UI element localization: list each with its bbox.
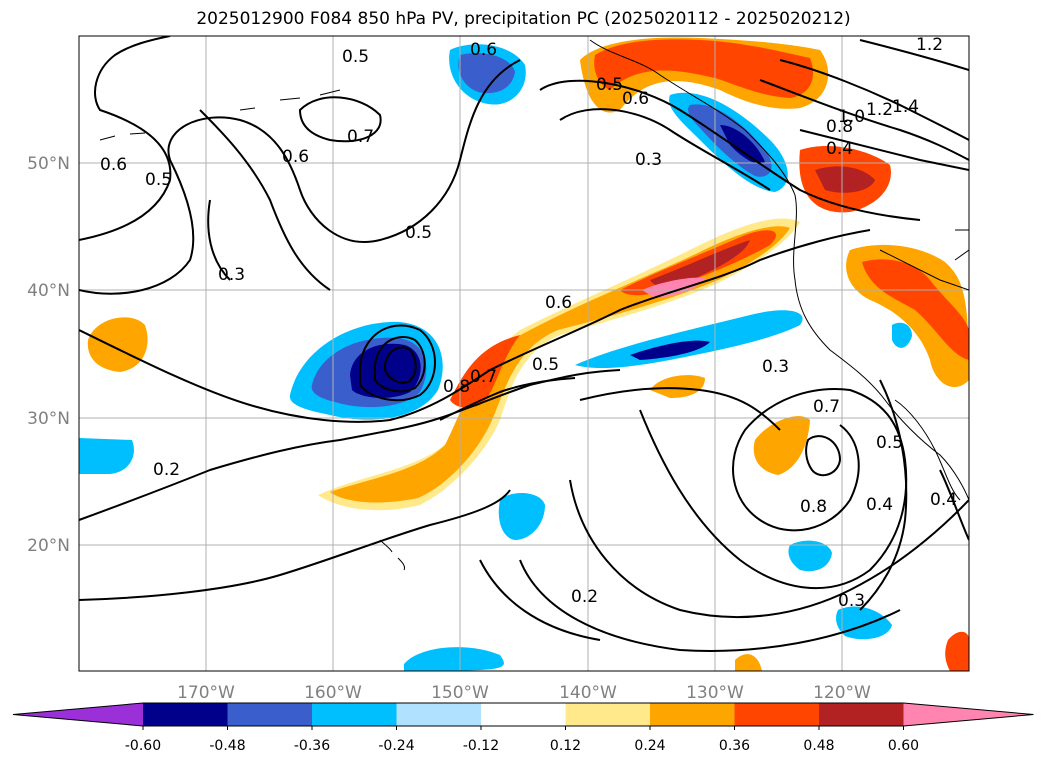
positive-anomaly — [450, 335, 520, 408]
shaded-fields — [79, 37, 969, 671]
colorbar: -0.60 -0.48 -0.36 -0.24 -0.12 0.12 0.24 0.36 0.4… — [12, 702, 1034, 754]
contour-label: 0.5 — [405, 223, 432, 243]
positive-anomaly — [945, 631, 969, 671]
contour-label: 1.2 — [916, 35, 943, 55]
contour-label: 0.5 — [342, 47, 369, 67]
colorbar-segment — [819, 703, 904, 726]
colorbar-extend-high — [903, 703, 1034, 726]
colorbar-tick-label: 0.12 — [550, 738, 581, 754]
contour-label: 0.5 — [876, 433, 903, 453]
map-area: 0.6 0.5 0.6 0.7 0.6 0.5 0.3 0.5 0.3 1.2 … — [79, 35, 969, 671]
colorbar-segment — [227, 703, 313, 726]
negative-anomaly — [575, 310, 803, 369]
lat-axis: 50°N 40°N 30°N 20°N — [27, 154, 70, 556]
contour-label: 0.3 — [762, 357, 789, 377]
contour-labels: 0.6 0.5 0.6 0.7 0.6 0.5 0.3 0.5 0.3 1.2 … — [100, 35, 957, 611]
lon-tick-label: 170°W — [177, 683, 235, 703]
colorbar-segment — [481, 703, 566, 726]
colorbar-segment — [396, 703, 482, 726]
positive-anomaly — [642, 277, 705, 298]
contour-label: 1.2 — [866, 100, 893, 120]
lat-tick-label: 20°N — [27, 536, 70, 556]
negative-anomaly — [404, 647, 504, 671]
colorbar-tick-label: -0.60 — [125, 738, 161, 754]
contour-label: 0.7 — [470, 367, 497, 387]
positive-anomaly — [735, 654, 762, 671]
colorbar-tick-label: -0.12 — [463, 738, 499, 754]
negative-anomaly — [498, 493, 545, 540]
positive-anomaly — [87, 317, 148, 372]
contour-label: 0.5 — [596, 75, 623, 95]
contour-label: 0.6 — [100, 155, 127, 175]
lon-tick-label: 160°W — [304, 683, 362, 703]
contour-label: 0.8 — [800, 497, 827, 517]
colorbar-tick-label: 0.24 — [634, 738, 665, 754]
colorbar-segment — [143, 703, 228, 726]
negative-anomaly — [720, 125, 765, 164]
colorbar-segment — [734, 703, 820, 726]
contour-label: 0.4 — [930, 490, 957, 510]
negative-anomaly — [892, 322, 912, 348]
colorbar-segment — [565, 703, 651, 726]
lon-tick-label: 140°W — [559, 683, 617, 703]
colorbar-tick-label: -0.48 — [209, 738, 245, 754]
negative-anomaly — [458, 53, 515, 94]
lon-tick-label: 120°W — [813, 683, 871, 703]
colorbar-segment — [312, 703, 397, 726]
colorbar-segment — [650, 703, 735, 726]
graticule — [79, 36, 969, 671]
map-title: 2025012900 F084 850 hPa PV, precipitatio… — [196, 9, 851, 29]
contour-label: 0.6 — [622, 89, 649, 109]
contour-label: 0.8 — [826, 117, 853, 137]
positive-anomaly — [650, 240, 750, 288]
colorbar-tick-label: 0.60 — [888, 738, 919, 754]
contour-label: 1.4 — [892, 97, 919, 117]
positive-anomaly — [862, 259, 969, 360]
positive-anomaly — [594, 39, 814, 98]
contour-label: 0.3 — [838, 591, 865, 611]
colorbar-extend-low — [13, 703, 143, 726]
contour-label: 0.6 — [470, 40, 497, 60]
contour-label: 0.3 — [635, 150, 662, 170]
lon-tick-label: 150°W — [431, 683, 489, 703]
contour-label: 0.3 — [218, 265, 245, 285]
contour-label: 0.5 — [145, 170, 172, 190]
contour-label: 0.7 — [347, 127, 374, 147]
colorbar-tick-label: 0.36 — [719, 738, 750, 754]
contour-label: 0.7 — [813, 397, 840, 417]
colorbar-tick-label: -0.24 — [378, 738, 414, 754]
contour-label: 0.2 — [153, 460, 180, 480]
lon-axis: 170°W 160°W 150°W 140°W 130°W 120°W — [177, 683, 871, 703]
map-frame — [78, 35, 970, 672]
positive-anomaly — [330, 226, 790, 503]
contour-label: 0.8 — [443, 377, 470, 397]
pv-contours — [79, 36, 969, 652]
contour-label: 0.5 — [532, 355, 559, 375]
lat-tick-label: 50°N — [27, 154, 70, 174]
contour-label: 0.6 — [545, 293, 572, 313]
lon-tick-label: 130°W — [686, 683, 744, 703]
contour-label: 0.4 — [866, 495, 893, 515]
colorbar-tick-label: -0.36 — [294, 738, 330, 754]
contour-label: 0.2 — [571, 587, 598, 607]
negative-anomaly — [788, 540, 832, 572]
negative-anomaly — [630, 340, 710, 360]
lat-tick-label: 40°N — [27, 281, 70, 301]
colorbar-tick-label: 0.48 — [803, 738, 834, 754]
contour-label: 1.0 — [838, 107, 865, 127]
contour-label: 0.6 — [282, 147, 309, 167]
lat-tick-label: 30°N — [27, 409, 70, 429]
positive-anomaly — [753, 416, 810, 475]
contour-label: 0.4 — [826, 139, 853, 159]
negative-anomaly — [79, 438, 134, 474]
positive-anomaly — [815, 166, 875, 193]
positive-anomaly — [650, 375, 705, 398]
